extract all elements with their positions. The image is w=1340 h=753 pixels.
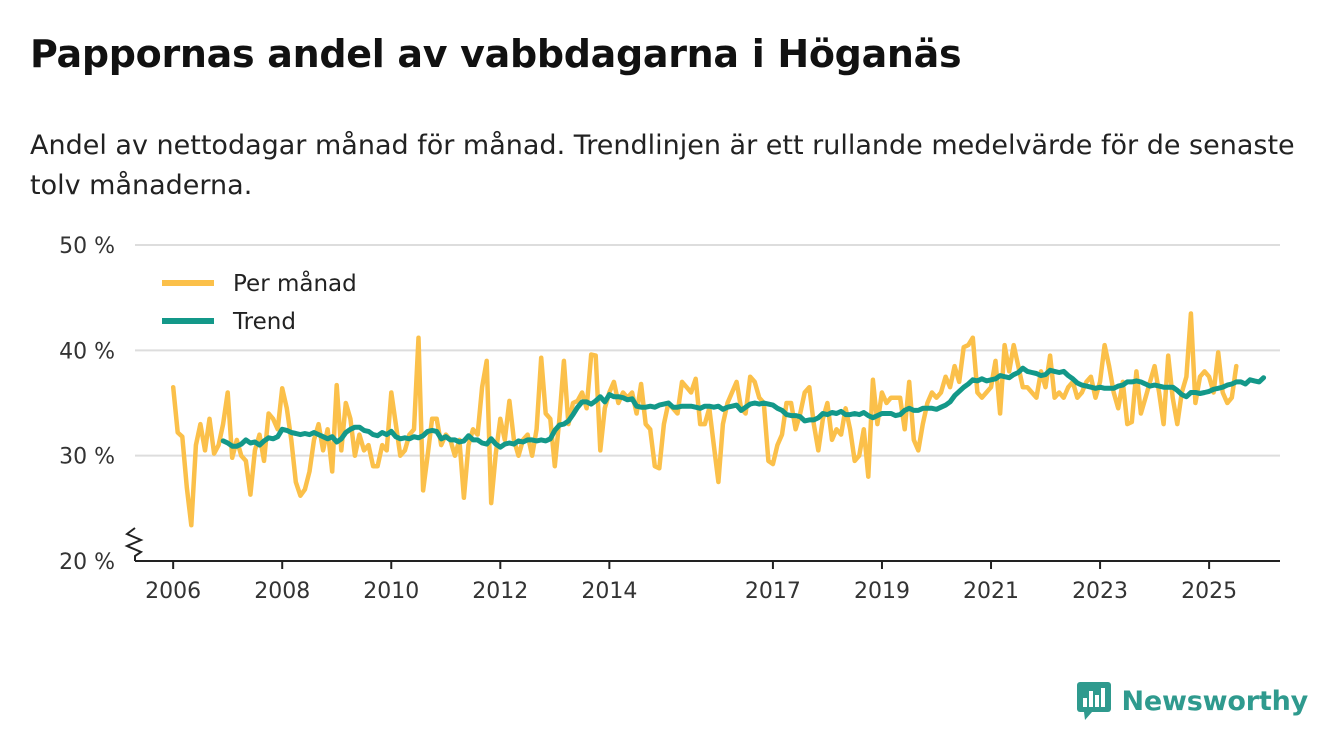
x-tick-label: 2014 [581, 579, 637, 604]
y-tick-label: 30 % [59, 445, 115, 470]
brand-logo: Newsworthy [1076, 681, 1308, 721]
series-line-trend [220, 365, 1267, 450]
axis-break-icon [124, 527, 144, 561]
x-axis: 2006 2008 2010 2012 2014 2017 2019 2021 2023 2025 [124, 527, 1280, 604]
series-lines [170, 311, 1267, 528]
legend-label-trend: Trend [232, 309, 296, 335]
series-line-monthly [170, 311, 1239, 528]
brand-name: Newsworthy [1121, 685, 1309, 717]
x-tick-label: 2017 [745, 579, 801, 604]
x-tick-label: 2010 [363, 579, 419, 604]
x-tick-label: 2025 [1181, 579, 1237, 604]
x-tick-label: 2012 [472, 579, 528, 604]
grid-lines [135, 244, 1280, 457]
chart-legend: Per månad Trend [162, 269, 357, 335]
x-tick-label: 2019 [854, 579, 910, 604]
y-tick-label: 40 % [59, 339, 115, 364]
legend-label-monthly: Per månad [233, 269, 357, 297]
x-tick-label: 2006 [145, 579, 201, 604]
x-tick-label: 2023 [1072, 579, 1128, 604]
newsworthy-logo-icon [1076, 682, 1111, 720]
x-tick-label: 2008 [254, 579, 310, 604]
x-tick-label: 2021 [963, 579, 1019, 604]
chart-subtitle: Andel av nettodagar månad för månad. Tre… [30, 130, 1295, 201]
chart-title: Pappornas andel av vabbdagarna i Höganäs [30, 32, 962, 76]
y-tick-label: 50 % [59, 234, 115, 259]
y-axis-labels: 20 % 30 % 40 % 50 % [59, 234, 115, 575]
y-tick-label: 20 % [59, 550, 115, 575]
